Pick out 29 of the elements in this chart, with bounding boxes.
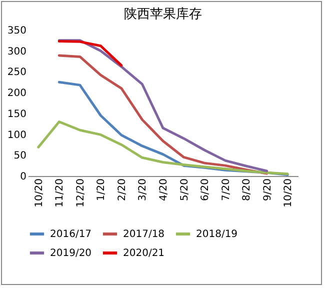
x-tick-label: 5/20 (179, 178, 190, 201)
legend-label: 2017/18 (123, 229, 165, 240)
x-tick-label: 6/20 (200, 178, 212, 201)
legend-label: 2019/20 (50, 248, 92, 259)
y-tick-label: 150 (7, 108, 26, 120)
x-tick-label: 10/20 (283, 178, 294, 208)
legend-label: 2018/19 (196, 229, 238, 240)
x-tick-label: 12/20 (75, 178, 86, 208)
x-tick-label: 4/20 (158, 178, 170, 201)
line-series (58, 40, 123, 67)
x-tick-label: 7/20 (220, 178, 232, 201)
legend-label: 2016/17 (50, 229, 92, 240)
x-tick-label: 10/20 (34, 178, 45, 208)
chart-title: 陕西苹果库存 (124, 7, 202, 22)
y-tick-label: 0 (20, 172, 26, 182)
y-tick-label: 50 (14, 150, 26, 162)
y-tick-label: 350 (7, 26, 26, 36)
x-tick-label: 1/20 (96, 178, 108, 201)
y-tick-label: 300 (7, 46, 26, 58)
x-tick-label: 8/20 (242, 178, 253, 201)
x-tick-label: 11/20 (54, 178, 66, 208)
line-series (37, 120, 289, 176)
y-tick-label: 200 (7, 88, 26, 100)
x-tick-label: 2/20 (116, 178, 128, 201)
legend-label: 2020/21 (123, 248, 165, 259)
y-tick-label: 250 (7, 67, 26, 78)
y-tick-label: 100 (7, 130, 26, 141)
x-tick-label: 9/20 (262, 178, 274, 201)
x-tick-label: 3/20 (138, 178, 149, 201)
